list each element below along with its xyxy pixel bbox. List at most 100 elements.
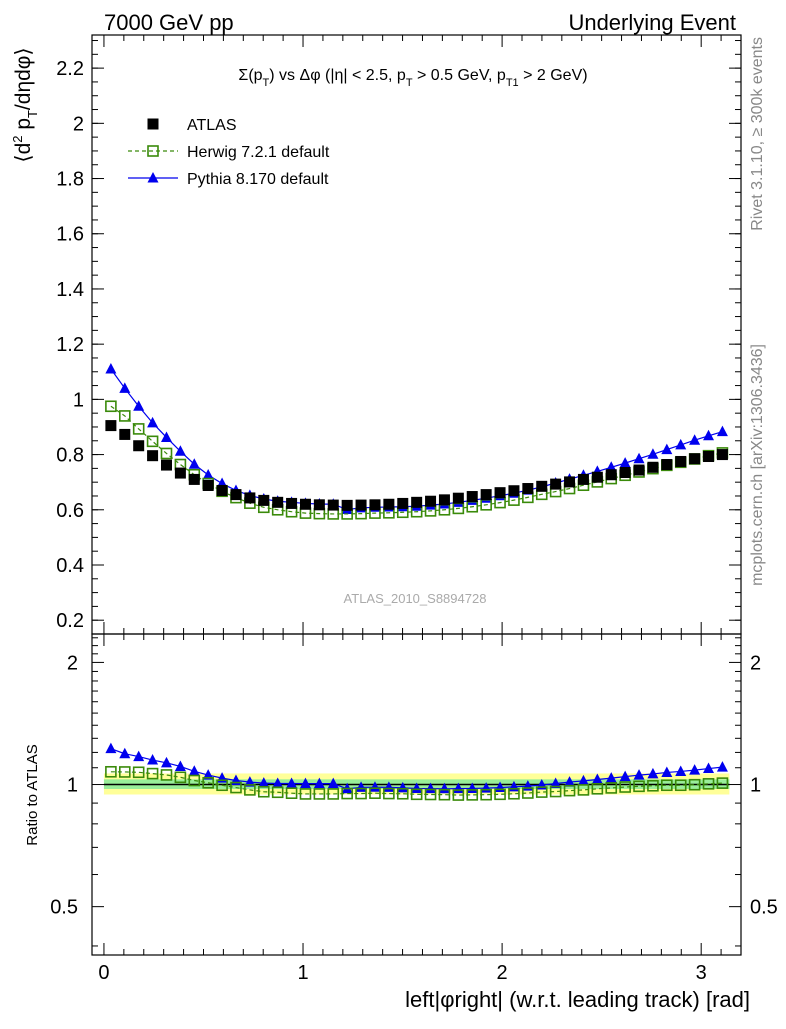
main-y-tick-label: 0.2 xyxy=(56,610,84,632)
legend: ATLAS Herwig 7.2.1 default Pythia 8.170 de… xyxy=(128,117,330,188)
herwig-ratio-point xyxy=(355,787,367,800)
pythia-main-point xyxy=(647,448,659,459)
herwig-ratio-point xyxy=(174,771,187,784)
legend-label: Pythia 8.170 default xyxy=(187,171,329,188)
pythia-ratio-point xyxy=(438,782,450,794)
pythia-ratio-point xyxy=(272,777,284,788)
herwig-ratio-point xyxy=(508,787,520,800)
herwig-ratio-point xyxy=(438,788,451,801)
herwig-ratio-point xyxy=(619,781,631,793)
ratio-y-tick-label: 0.5 xyxy=(50,897,78,919)
pythia-ratio-point xyxy=(689,764,701,775)
herwig-ratio-point xyxy=(494,788,506,801)
x-tick-label: 1 xyxy=(297,962,308,984)
pythia-ratio-point xyxy=(411,782,423,793)
pythia-ratio-point xyxy=(550,777,562,788)
atlas-data-point xyxy=(160,459,172,471)
herwig-main-point xyxy=(118,410,131,422)
ratio-y-tick-label: 1 xyxy=(67,775,78,797)
pythia-ratio-point xyxy=(327,777,339,789)
herwig-ratio-point xyxy=(383,787,395,800)
atlas-data-point xyxy=(202,479,214,491)
pythia-ratio-point xyxy=(105,742,117,754)
herwig-ratio-point xyxy=(688,778,701,791)
herwig-ratio-point xyxy=(146,767,159,780)
main-y-label: ⟨d2 pT/dηdφ⟩ xyxy=(10,47,40,162)
pythia-ratio-point xyxy=(564,776,576,787)
main-y-tick-label: 0.8 xyxy=(56,445,84,467)
atlas-data-point xyxy=(452,492,464,504)
main-y-tick-label: 2 xyxy=(73,113,84,135)
herwig-ratio-point xyxy=(341,787,353,800)
atlas-data-point xyxy=(564,476,576,488)
atlas-data-point xyxy=(133,440,145,452)
atlas-data-point xyxy=(397,497,409,509)
ratio-y-tick-label: 2 xyxy=(67,652,78,674)
atlas-data-point xyxy=(494,487,506,499)
rivet-label: Rivet 3.1.10, ≥ 300k events xyxy=(749,37,766,231)
pythia-ratio-point xyxy=(299,777,311,789)
herwig-ratio-point xyxy=(647,779,659,792)
pythia-main-point xyxy=(119,382,131,393)
x-tick-label: 3 xyxy=(696,962,707,984)
atlas-data-point xyxy=(244,492,256,504)
herwig-ratio-point xyxy=(313,788,326,800)
herwig-main-point xyxy=(160,447,173,460)
pythia-main-point xyxy=(202,469,214,480)
atlas-data-point xyxy=(480,489,492,501)
herwig-ratio-point xyxy=(535,786,548,798)
atlas-data-point xyxy=(369,499,381,511)
pythia-ratio-point xyxy=(716,761,728,772)
herwig-ratio-point xyxy=(160,769,173,781)
herwig-ratio-point xyxy=(271,786,284,799)
atlas-data-point xyxy=(577,473,589,485)
atlas-data-point xyxy=(438,494,450,506)
main-y-tick-label: 1.4 xyxy=(56,279,84,301)
herwig-ratio-point xyxy=(410,788,423,801)
atlas-data-point xyxy=(633,464,645,476)
main-plot-title: Σ(pT) vs Δφ (|η| < 2.5, pT > 0.5 GeV, pT… xyxy=(238,67,587,89)
herwig-ratio-point xyxy=(327,788,340,800)
atlas-data-point xyxy=(147,450,159,462)
atlas-data-point xyxy=(258,494,270,506)
herwig-ratio-point xyxy=(396,787,409,800)
pythia-main-point xyxy=(675,438,687,450)
mcplots-label: mcplots.cern.ch [arXiv:1306.3436] xyxy=(749,344,766,586)
ratio-y-tick-label-right: 2 xyxy=(750,652,761,674)
pythia-ratio-point xyxy=(286,777,298,788)
atlas-data-point xyxy=(661,459,673,471)
ratio-y-tick-label-right: 0.5 xyxy=(750,897,778,919)
atlas-data-point xyxy=(188,473,200,485)
main-panel: 0.2 0.4 0.6 0.8 1 1.2 1.4 1.6 1.8 2 2.2 xyxy=(56,34,742,635)
herwig-ratio-point xyxy=(202,776,214,789)
x-tick-label: 2 xyxy=(497,962,508,984)
pythia-ratio-point xyxy=(619,770,631,782)
ratio-frame xyxy=(91,633,742,956)
pythia-main-point xyxy=(147,416,159,428)
atlas-data-point xyxy=(119,428,131,440)
pythia-main-point xyxy=(188,458,200,469)
atlas-data-point xyxy=(411,496,423,508)
atlas-data-point xyxy=(550,478,562,490)
main-y-tick-label: 1 xyxy=(73,389,84,411)
x-tick-label: 0 xyxy=(98,962,109,984)
pythia-main-point xyxy=(605,461,617,472)
herwig-ratio-point xyxy=(480,788,492,801)
legend-label: ATLAS xyxy=(187,117,237,134)
main-y-tick-label: 1.8 xyxy=(56,169,84,191)
atlas-data-point xyxy=(105,420,117,432)
herwig-ratio-point xyxy=(466,789,479,801)
atlas-data-point xyxy=(355,499,367,511)
pythia-ratio-point xyxy=(647,767,659,779)
pythia-ratio-point xyxy=(160,756,172,768)
atlas-data-point xyxy=(425,495,437,507)
herwig-main-point xyxy=(132,423,145,435)
atlas-data-point xyxy=(466,491,478,503)
pythia-ratio-point xyxy=(244,776,256,787)
pythia-ratio-point xyxy=(675,765,687,776)
pythia-ratio-point xyxy=(703,762,715,774)
pythia-ratio-point xyxy=(577,774,589,786)
pythia-main-point xyxy=(105,363,117,374)
